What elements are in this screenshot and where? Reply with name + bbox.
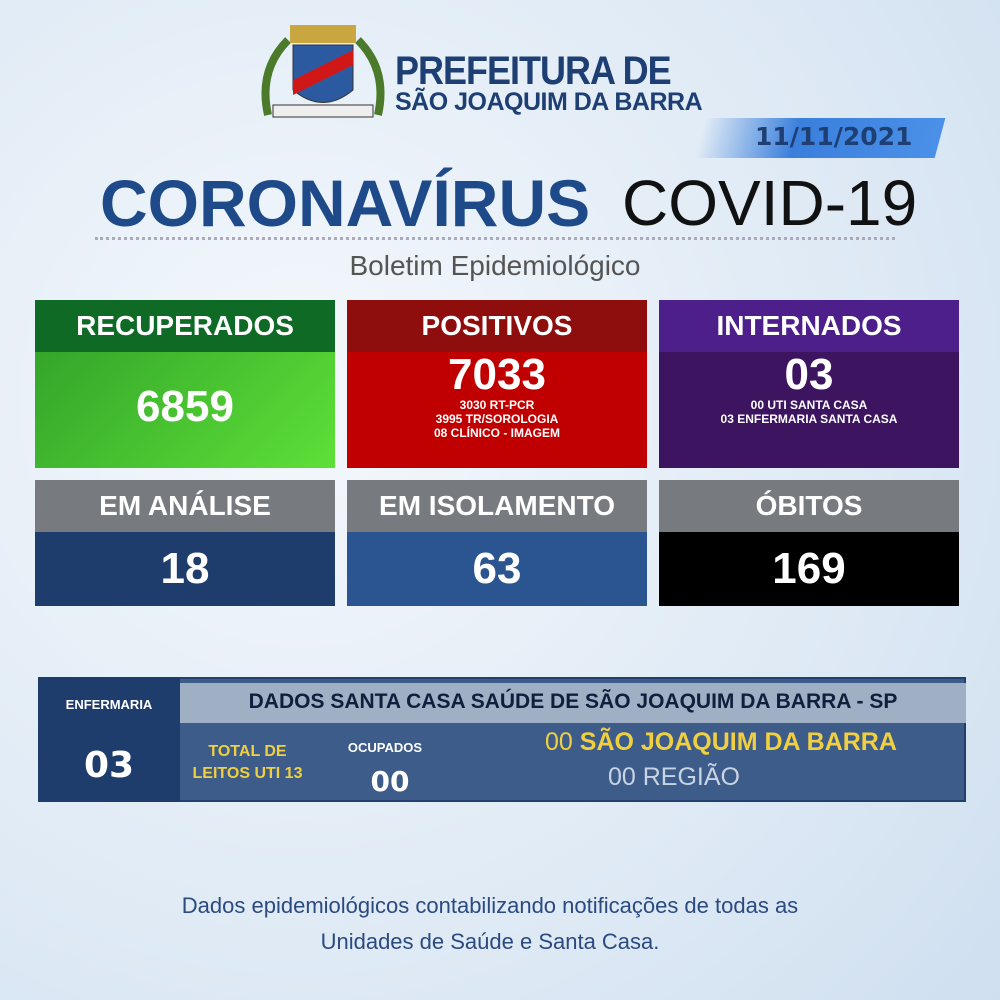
card-obitos: ÓBITOS 169 [659, 480, 959, 606]
detail: 3030 RT-PCR [459, 398, 535, 412]
total-leitos-label: TOTAL DE LEITOS UTI 13 [185, 743, 310, 783]
prefeitura-title: PREFEITURA DE [395, 47, 672, 93]
card-value: 169 [772, 544, 846, 593]
bulletin-date: 11/11/2021 [755, 122, 913, 151]
sjb-label: SÃO JOAQUIM DA BARRA [579, 728, 897, 756]
footer-line: Unidades de Saúde e Santa Casa. [320, 929, 660, 954]
main-title-suffix: COVID-19 [622, 167, 918, 239]
ocupados-value: 00 [370, 765, 410, 798]
enfermaria-label: ENFERMARIA [65, 697, 153, 712]
detail: 03 ENFERMARIA SANTA CASA [720, 412, 898, 426]
ocupados-label: OCUPADOS [347, 740, 423, 755]
sjb-occupancy: 00 SÃO JOAQUIM DA BARRA [545, 728, 897, 757]
detail: 00 UTI SANTA CASA [750, 398, 868, 412]
city-coat-of-arms-logo [261, 25, 385, 118]
subtitle: Boletim Epidemiológico [349, 250, 641, 281]
total-leitos-line: LEITOS UTI 13 [192, 765, 303, 782]
card-value: 6859 [136, 382, 234, 431]
sjb-count: 00 [545, 728, 573, 756]
card-value: 7033 [448, 350, 546, 399]
footer-line: Dados epidemiológicos contabilizando not… [181, 893, 799, 918]
card-label: RECUPERADOS [35, 300, 335, 352]
divider [95, 237, 895, 240]
enfermaria-value: 03 [83, 745, 135, 786]
card-label: POSITIVOS [347, 300, 647, 352]
card-value: 18 [160, 544, 210, 593]
main-title: CORONAVÍRUS [100, 166, 591, 240]
detail: 3995 TR/SOROLOGIA [435, 412, 559, 426]
card-positivos: POSITIVOS 7033 3030 RT-PCR 3995 TR/SOROL… [347, 300, 647, 468]
card-value: 03 [784, 350, 834, 399]
card-internados: INTERNADOS 03 00 UTI SANTA CASA 03 ENFER… [659, 300, 959, 468]
card-em-isolamento: EM ISOLAMENTO 63 [347, 480, 647, 606]
regiao-occupancy: 00 REGIÃO [608, 763, 740, 791]
enfermaria-box [38, 677, 180, 802]
santa-casa-title-bar [180, 683, 966, 723]
total-leitos-line: TOTAL DE [208, 743, 287, 760]
santa-casa-title: DADOS SANTA CASA SAÚDE DE SÃO JOAQUIM DA… [248, 690, 898, 713]
footer-note: Dados epidemiológicos contabilizando not… [0, 888, 980, 960]
card-recuperados: RECUPERADOS 6859 [35, 300, 335, 468]
card-label: EM ISOLAMENTO [347, 480, 647, 532]
card-value: 63 [472, 544, 522, 593]
card-em-analise: EM ANÁLISE 18 [35, 480, 335, 606]
card-label: ÓBITOS [659, 480, 959, 532]
card-label: INTERNADOS [659, 300, 959, 352]
card-label: EM ANÁLISE [35, 480, 335, 532]
detail: 08 CLÍNICO - IMAGEM [433, 426, 560, 440]
city-name: SÃO JOAQUIM DA BARRA [395, 88, 703, 116]
